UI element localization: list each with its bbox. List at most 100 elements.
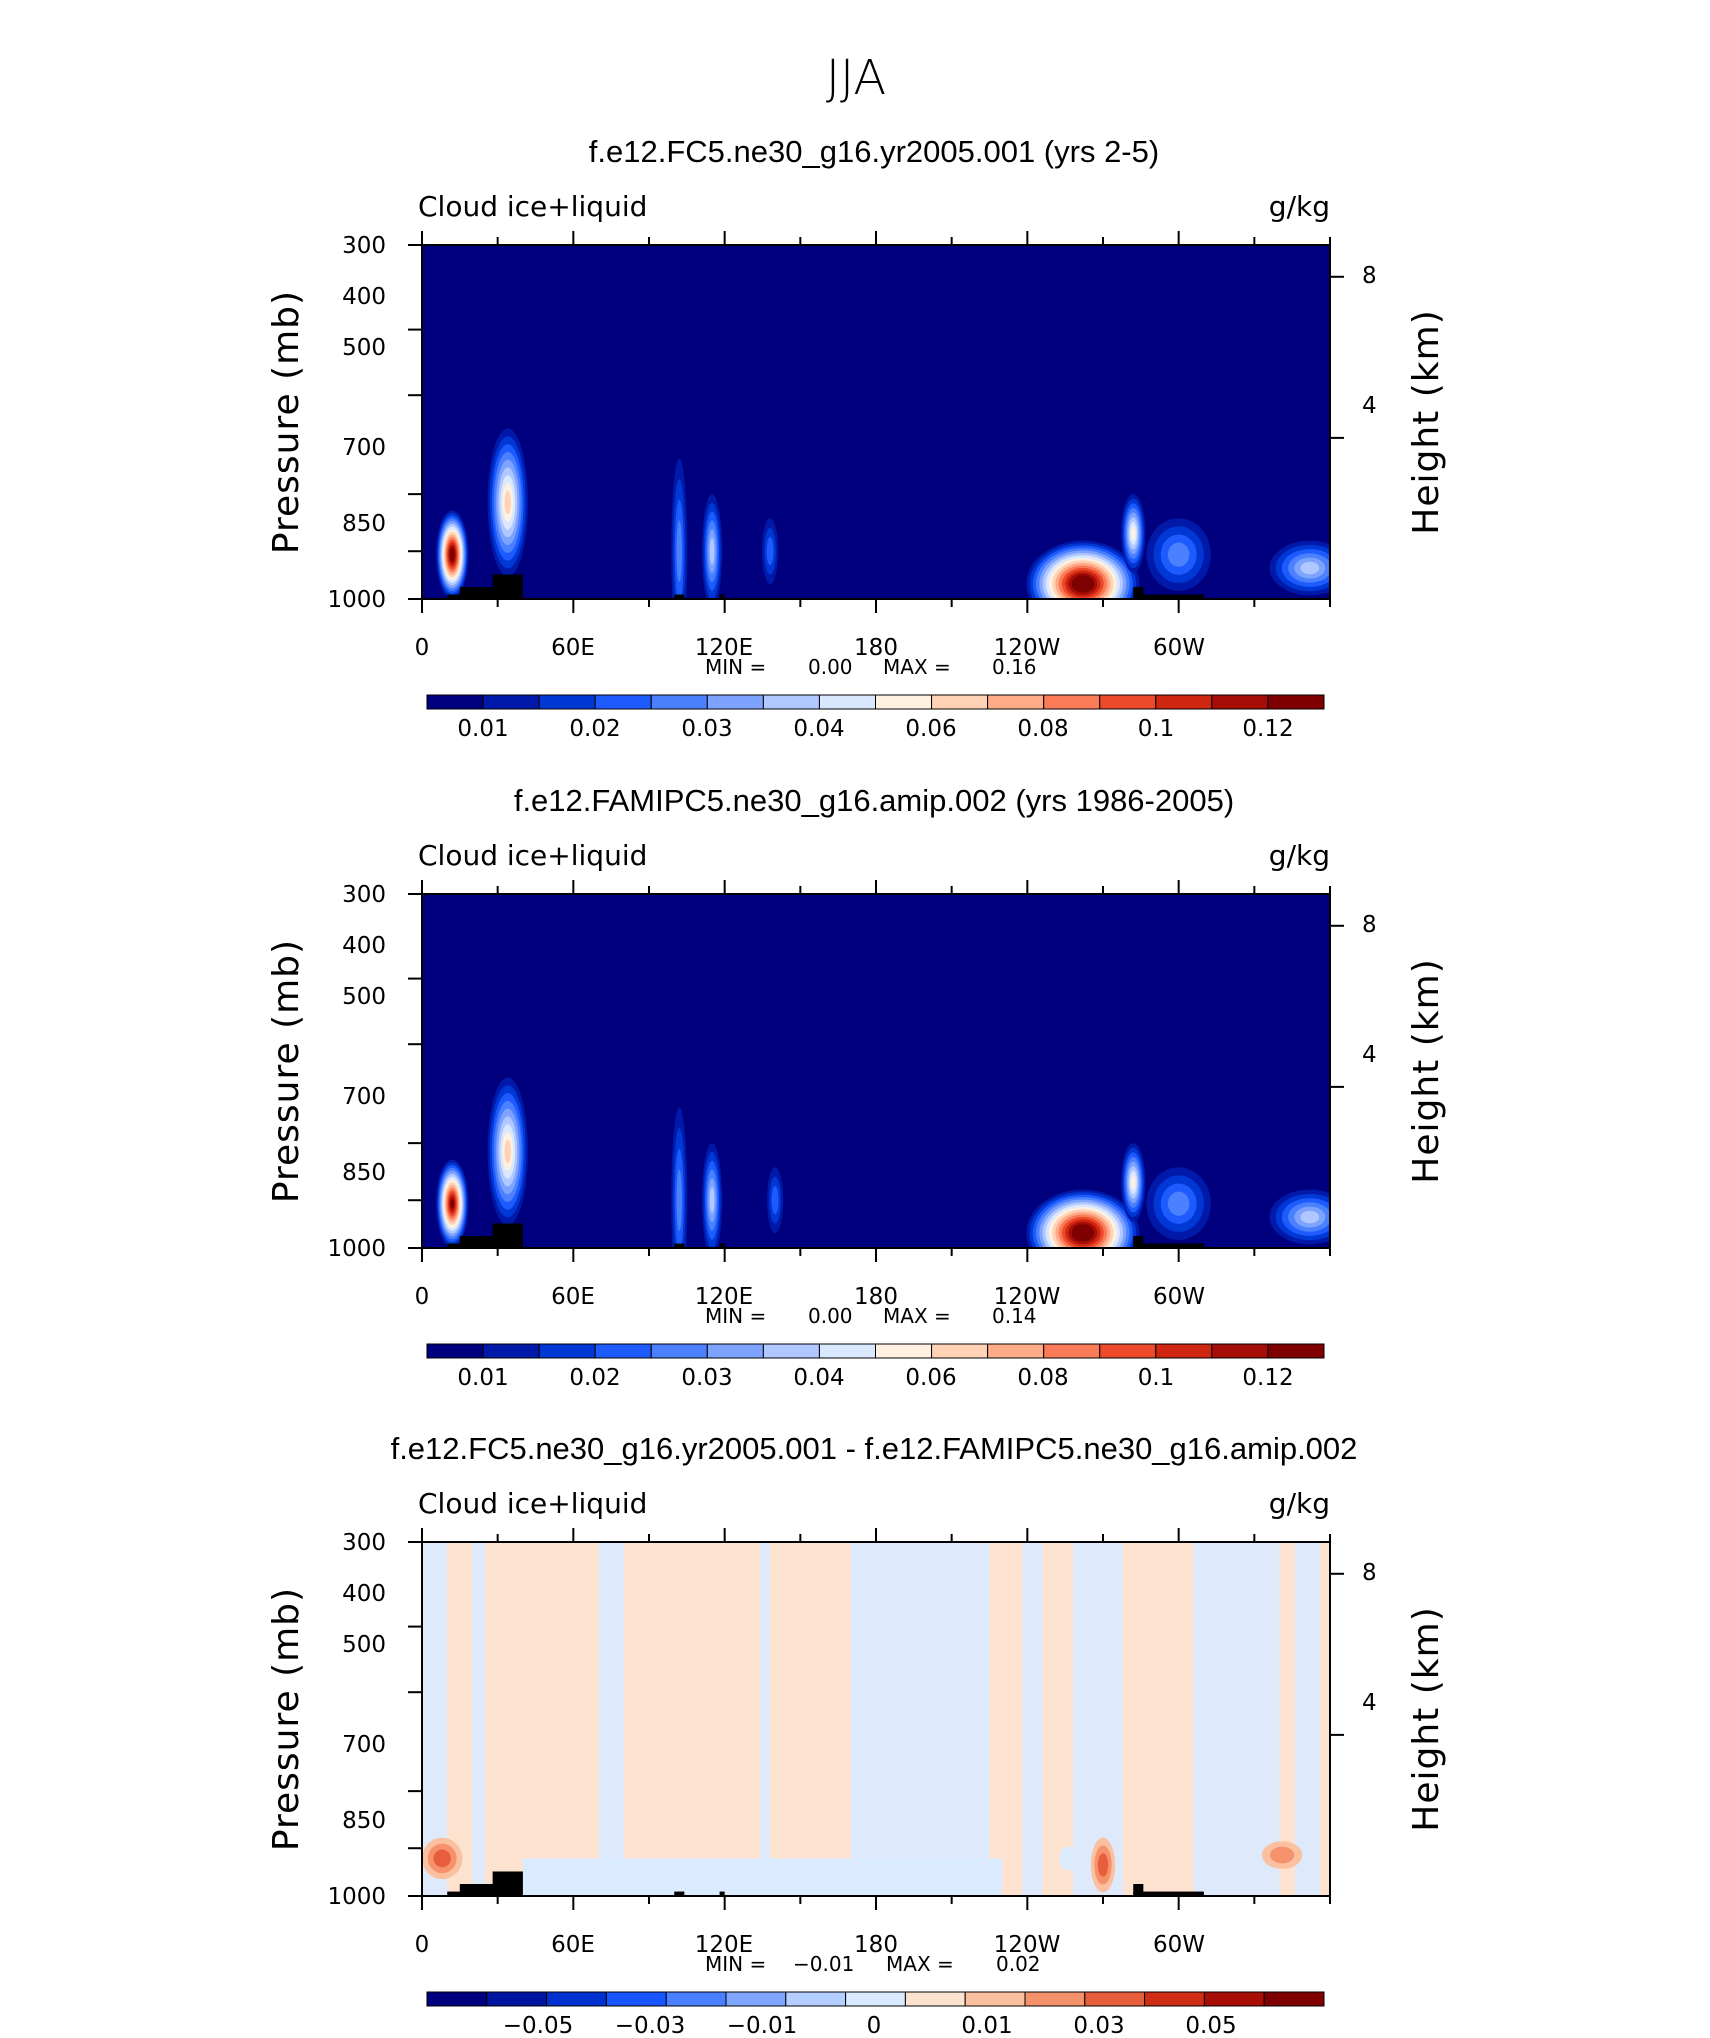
y-tick-label: 700	[342, 435, 386, 461]
colorbar-swatch	[1203, 1991, 1265, 2007]
colorbar-label: 0.03	[681, 716, 732, 742]
x-tick-label: 120E	[695, 1284, 753, 1310]
colorbar-label: 0.04	[793, 716, 844, 742]
colorbar-swatch	[762, 1343, 820, 1359]
colorbar-swatch	[1211, 1343, 1269, 1359]
colorbar-swatch	[486, 1991, 548, 2007]
colorbar-swatch	[987, 694, 1045, 710]
height-tick-label: 8	[1362, 1560, 1377, 1586]
contour-level	[1131, 1175, 1136, 1190]
colorbar-label: 0.1	[1138, 1365, 1175, 1391]
topography-block	[1133, 594, 1204, 599]
x-tick-label: 180	[854, 1284, 898, 1310]
colorbar-swatch	[1267, 1343, 1325, 1359]
variable-label: Cloud ice+liquid	[418, 1487, 647, 1520]
height-tick-label: 8	[1362, 912, 1377, 938]
colorbar-swatch	[546, 1991, 607, 2007]
max-label: MAX =	[886, 1952, 954, 1976]
colorbar-swatch	[482, 1343, 540, 1359]
colorbar-label: 0.06	[905, 1365, 956, 1391]
variable-label: Cloud ice+liquid	[418, 839, 647, 872]
contour-level	[676, 1169, 682, 1232]
colorbar-swatch	[665, 1991, 727, 2007]
y-axis-title: Pressure (mb)	[266, 939, 307, 1203]
panel-1: f.e12.FC5.ne30_g16.yr2005.001 (yrs 2-5) …	[266, 134, 1447, 742]
colorbar-label: 0.05	[1185, 2013, 1236, 2038]
x-tick-label: 60W	[1153, 635, 1205, 661]
contour-level	[1077, 1229, 1088, 1237]
contour-level	[771, 1186, 779, 1215]
colorbar-swatch	[1024, 1991, 1086, 2007]
topography-block	[674, 594, 685, 599]
topography	[447, 1871, 1204, 1896]
axis-ticks	[408, 231, 1344, 613]
height-axis-title: Height (km)	[1406, 309, 1447, 534]
contour-level	[1167, 542, 1190, 567]
colorbar-label: 0.12	[1242, 1365, 1293, 1391]
y-tick-label: 850	[342, 1808, 386, 1834]
y-tick-label: 500	[342, 1632, 386, 1658]
colorbar-label: 0.1	[1138, 716, 1175, 742]
topography-block	[1133, 1883, 1144, 1896]
contour-level	[1300, 1210, 1320, 1224]
colorbar-label: 0.12	[1242, 716, 1293, 742]
contour-field	[422, 894, 1330, 1248]
x-tick-label: 60E	[551, 1284, 595, 1310]
colorbar-label: 0.06	[905, 716, 956, 742]
negative-band	[1072, 1542, 1124, 1896]
x-tick-label: 0	[415, 635, 430, 661]
panel-3: f.e12.FC5.ne30_g16.yr2005.001 - f.e12.FA…	[266, 1431, 1447, 2038]
height-tick-label: 4	[1362, 393, 1377, 419]
colorbar-label: 0.02	[569, 716, 620, 742]
colorbar-label: 0.02	[569, 1365, 620, 1391]
colorbar-swatch	[1084, 1991, 1146, 2007]
colorbar-swatch	[1043, 1343, 1101, 1359]
colorbar-swatch	[426, 1343, 484, 1359]
colorbar-swatch	[594, 1343, 652, 1359]
colorbar-swatch	[426, 694, 484, 710]
topography-block	[1133, 1243, 1204, 1248]
variable-label: Cloud ice+liquid	[418, 190, 647, 223]
colorbar	[426, 1991, 1325, 2007]
contour-level	[450, 550, 455, 559]
colorbar-swatch	[482, 694, 540, 710]
topography-block	[674, 1891, 685, 1896]
negative-band	[759, 1542, 771, 1896]
colorbar-label: 0.01	[457, 1365, 508, 1391]
negative-band	[850, 1542, 990, 1896]
y-tick-label: 500	[342, 335, 386, 361]
colorbar-swatch	[875, 1343, 933, 1359]
colorbar-swatch	[904, 1991, 966, 2007]
colorbar-swatch	[650, 1343, 708, 1359]
y-tick-label: 400	[342, 1581, 386, 1607]
height-axis-title: Height (km)	[1406, 958, 1447, 1183]
min-label: MIN =	[705, 1952, 766, 1976]
axis-ticks	[408, 1528, 1344, 1910]
contour-level	[709, 538, 715, 565]
contour-level	[1167, 1191, 1190, 1216]
contour-level	[676, 520, 682, 583]
topography-block	[674, 1243, 685, 1248]
height-tick-label: 8	[1362, 263, 1377, 289]
colorbar-swatch	[785, 1991, 847, 2007]
height-axis-title: Height (km)	[1406, 1606, 1447, 1831]
y-tick-label: 850	[342, 511, 386, 537]
topography-block	[459, 586, 498, 599]
colorbar-swatch	[818, 694, 876, 710]
topography-block	[459, 1235, 498, 1248]
negative-band	[1294, 1542, 1320, 1896]
colorbar	[426, 694, 1325, 710]
units-label: g/kg	[1269, 1487, 1330, 1520]
colorbar-swatch	[762, 694, 820, 710]
y-tick-label: 300	[342, 233, 386, 259]
colorbar-swatch	[931, 694, 989, 710]
topography-block	[1133, 1235, 1144, 1248]
x-tick-label: 180	[854, 1932, 898, 1958]
x-tick-label: 60E	[551, 635, 595, 661]
contour-level	[1059, 1846, 1076, 1871]
topography-block	[719, 594, 725, 599]
units-label: g/kg	[1269, 839, 1330, 872]
colorbar-swatch	[1267, 694, 1325, 710]
negative-band	[598, 1542, 624, 1896]
panel-title: f.e12.FC5.ne30_g16.yr2005.001 - f.e12.FA…	[391, 1431, 1358, 1466]
